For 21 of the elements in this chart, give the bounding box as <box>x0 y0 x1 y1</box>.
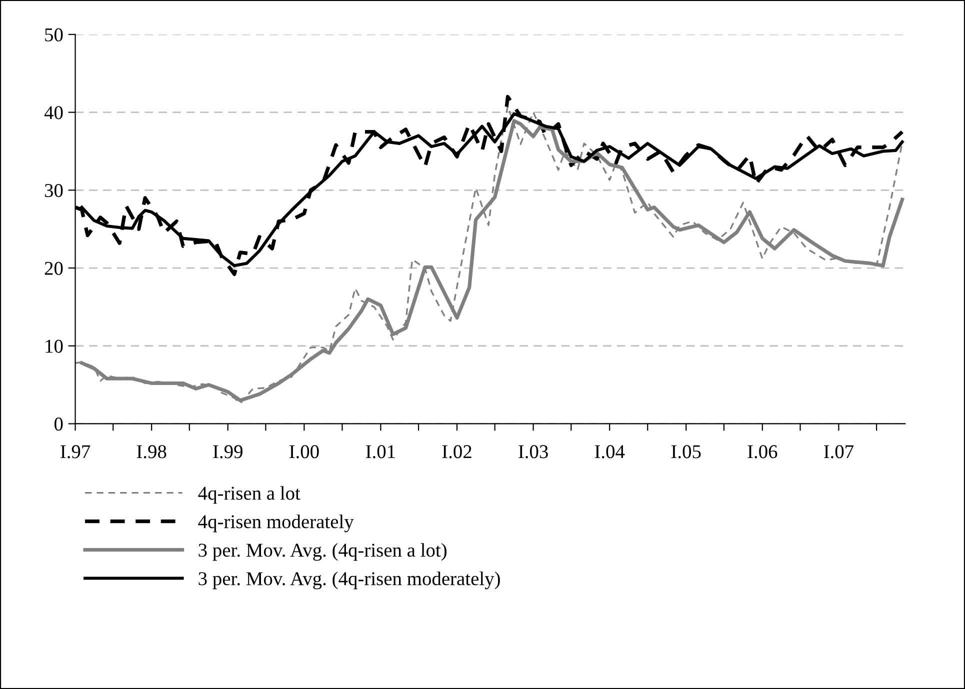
x-tick-label: I.07 <box>824 445 854 458</box>
x-tick-label: I.97 <box>60 445 90 458</box>
legend-label: 3 per. Mov. Avg. (4q-risen a lot) <box>198 543 446 561</box>
y-tick-label: 20 <box>44 262 63 275</box>
x-tick-label: I.06 <box>748 445 778 458</box>
x-tick-label: I.00 <box>289 445 319 458</box>
x-tick-label: I.03 <box>518 445 548 458</box>
legend-label: 3 per. Mov. Avg. (4q-risen moderately) <box>198 572 500 590</box>
y-tick-label: 30 <box>44 184 63 198</box>
legend-label: 4q-risen a lot <box>198 486 300 504</box>
x-tick-label: I.02 <box>442 445 472 458</box>
y-tick-label: 50 <box>45 28 63 42</box>
x-tick-label: I.99 <box>213 445 242 458</box>
x-tick-label: I.04 <box>594 445 625 458</box>
y-tick-label: 40 <box>44 106 63 120</box>
y-tick-label: 0 <box>54 418 63 431</box>
y-tick-label: 10 <box>46 340 63 353</box>
x-tick-label: I.05 <box>671 445 701 458</box>
legend-label: 4q-risen moderately <box>198 514 354 532</box>
x-tick-label: I.01 <box>366 445 395 458</box>
x-tick-label: I.98 <box>136 445 166 458</box>
